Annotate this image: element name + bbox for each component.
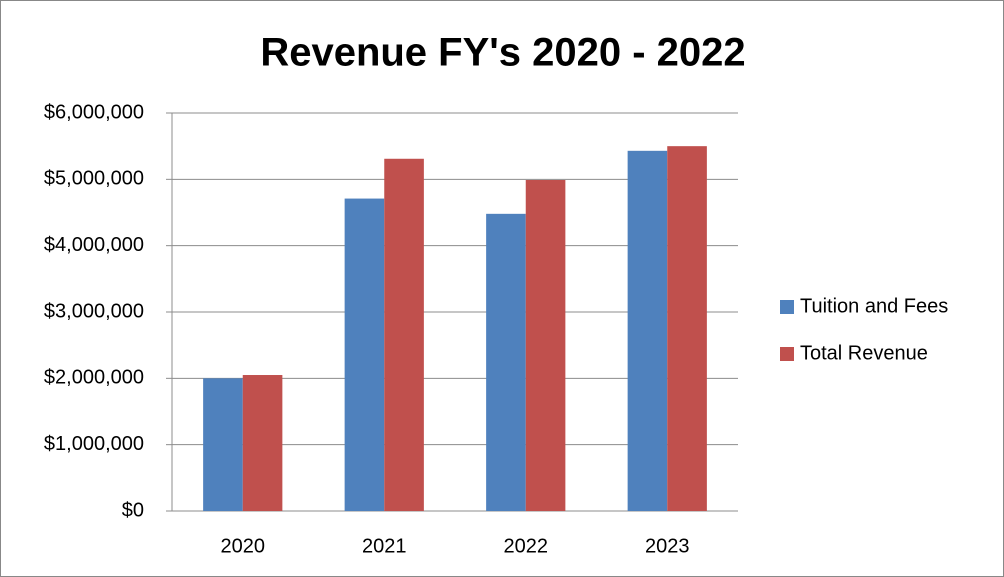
bar <box>384 158 424 511</box>
x-tick-label: 2020 <box>221 535 266 557</box>
legend-swatch <box>780 347 794 361</box>
bar <box>486 213 526 511</box>
bar <box>627 150 668 511</box>
y-tick-label: $3,000,000 <box>44 300 144 322</box>
x-tick-label: 2022 <box>504 535 549 557</box>
y-tick-label: $5,000,000 <box>44 168 144 190</box>
bar <box>525 179 566 511</box>
legend-label: Total Revenue <box>800 342 928 364</box>
legend-label: Tuition and Fees <box>800 295 948 317</box>
bar <box>667 146 707 511</box>
x-tick-label: 2023 <box>645 535 690 557</box>
y-tick-label: $2,000,000 <box>44 367 144 389</box>
y-tick-label: $1,000,000 <box>44 433 144 455</box>
x-tick-label: 2021 <box>362 535 407 557</box>
y-tick-label: $0 <box>122 499 144 521</box>
bar <box>344 198 385 511</box>
bar <box>242 375 283 511</box>
bar <box>203 378 243 511</box>
chart-title: Revenue FY's 2020 - 2022 <box>260 31 745 75</box>
y-tick-label: $4,000,000 <box>44 234 144 256</box>
legend-swatch <box>780 300 794 314</box>
y-tick-label: $6,000,000 <box>44 101 144 123</box>
